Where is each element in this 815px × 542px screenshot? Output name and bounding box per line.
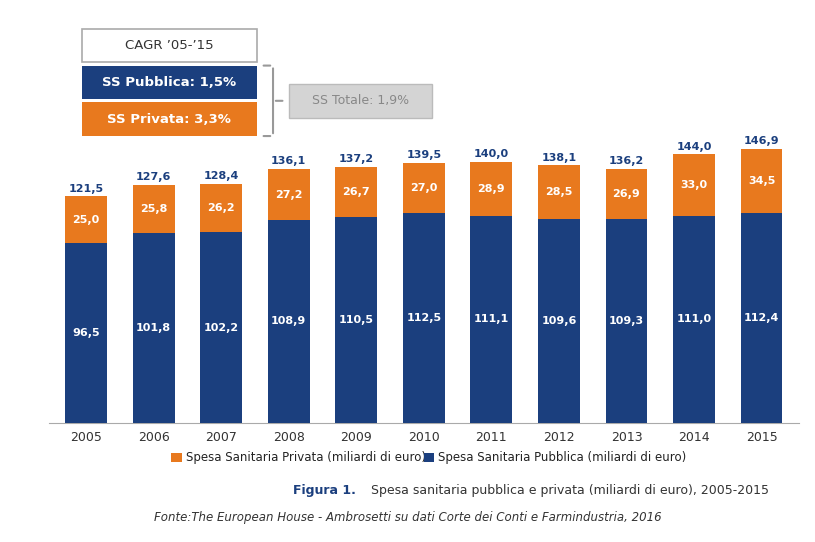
- Text: 138,1: 138,1: [541, 153, 576, 163]
- Bar: [268, 169, 310, 220]
- Bar: [470, 216, 513, 423]
- Text: 137,2: 137,2: [339, 154, 374, 164]
- Text: SS Pubblica: 1,5%: SS Pubblica: 1,5%: [102, 76, 236, 89]
- Bar: [673, 154, 715, 216]
- Text: 109,3: 109,3: [609, 316, 644, 326]
- Text: Figura 1.: Figura 1.: [293, 484, 356, 497]
- Bar: [538, 218, 579, 423]
- Text: 27,0: 27,0: [410, 183, 438, 193]
- Bar: [741, 214, 782, 423]
- Bar: [133, 185, 174, 233]
- Text: 28,9: 28,9: [478, 184, 505, 194]
- Text: 33,0: 33,0: [681, 180, 707, 190]
- Bar: [268, 220, 310, 423]
- Text: 111,1: 111,1: [474, 314, 509, 324]
- Text: 26,9: 26,9: [613, 189, 641, 199]
- Bar: [403, 213, 445, 423]
- Bar: [335, 217, 377, 423]
- Text: Spesa Sanitaria Pubblica (miliardi di euro): Spesa Sanitaria Pubblica (miliardi di eu…: [438, 451, 687, 464]
- Bar: [673, 216, 715, 423]
- Text: 26,2: 26,2: [207, 203, 235, 213]
- Bar: [200, 233, 242, 423]
- Text: 127,6: 127,6: [136, 172, 171, 182]
- Text: 109,6: 109,6: [541, 315, 576, 326]
- Bar: [741, 149, 782, 214]
- Text: SS Privata: 3,3%: SS Privata: 3,3%: [108, 113, 231, 126]
- Text: 28,5: 28,5: [545, 187, 573, 197]
- Bar: [133, 233, 174, 423]
- Text: Spesa Sanitaria Privata (miliardi di euro): Spesa Sanitaria Privata (miliardi di eur…: [186, 451, 425, 464]
- Text: 121,5: 121,5: [68, 184, 104, 193]
- Text: 110,5: 110,5: [339, 315, 374, 325]
- Text: 108,9: 108,9: [271, 317, 306, 326]
- Bar: [65, 243, 107, 423]
- Bar: [200, 184, 242, 233]
- Text: 112,4: 112,4: [744, 313, 779, 323]
- Bar: [538, 165, 579, 218]
- Text: 112,5: 112,5: [406, 313, 442, 323]
- Bar: [403, 163, 445, 213]
- Text: 139,5: 139,5: [406, 150, 442, 160]
- Text: 101,8: 101,8: [136, 323, 171, 333]
- Text: Spesa sanitaria pubblica e privata (miliardi di euro), 2005-2015: Spesa sanitaria pubblica e privata (mili…: [371, 484, 769, 497]
- Bar: [606, 219, 647, 423]
- Bar: [65, 196, 107, 243]
- Bar: [335, 167, 377, 217]
- Text: 111,0: 111,0: [676, 314, 711, 324]
- Text: 34,5: 34,5: [748, 176, 775, 186]
- Text: 140,0: 140,0: [474, 149, 509, 159]
- Bar: [606, 169, 647, 219]
- Text: 144,0: 144,0: [676, 141, 711, 152]
- Text: 25,8: 25,8: [140, 204, 167, 214]
- Text: 136,2: 136,2: [609, 156, 644, 166]
- Text: 96,5: 96,5: [73, 328, 100, 338]
- Bar: [470, 162, 513, 216]
- Text: 26,7: 26,7: [342, 187, 370, 197]
- Text: CAGR ’05-’15: CAGR ’05-’15: [125, 39, 214, 52]
- Text: Fonte:The European House - Ambrosetti su dati Corte dei Conti e Farmindustria, 2: Fonte:The European House - Ambrosetti su…: [154, 511, 661, 524]
- Text: 102,2: 102,2: [204, 322, 239, 333]
- Text: SS Totale: 1,9%: SS Totale: 1,9%: [312, 94, 409, 107]
- Text: 27,2: 27,2: [275, 190, 302, 199]
- Text: 146,9: 146,9: [744, 136, 779, 146]
- Text: 136,1: 136,1: [271, 157, 306, 166]
- Text: 128,4: 128,4: [204, 171, 239, 180]
- Text: 25,0: 25,0: [73, 215, 99, 225]
